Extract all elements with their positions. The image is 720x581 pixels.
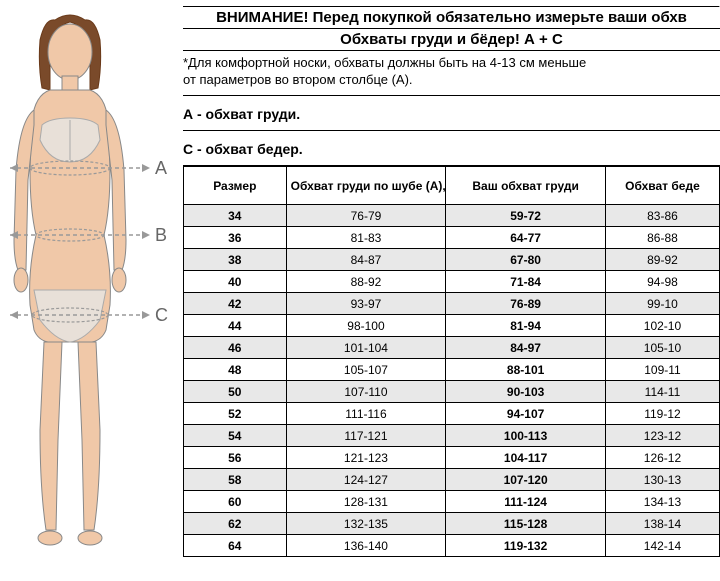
col-your-header: Ваш обхват груди xyxy=(446,167,606,205)
table-cell: 52 xyxy=(184,403,287,425)
table-cell: 115-128 xyxy=(446,513,606,535)
table-cell: 123-12 xyxy=(605,425,719,447)
measure-letter-b: B xyxy=(155,225,167,246)
table-header-row: Размер Обхват груди по шубе (А), см Ваш … xyxy=(184,167,720,205)
table-cell: 71-84 xyxy=(446,271,606,293)
content-column: ВНИМАНИЕ! Перед покупкой обязательно изм… xyxy=(175,0,720,581)
table-cell: 117-121 xyxy=(286,425,446,447)
heading-line-2: Обхваты груди и бёдер! А + С xyxy=(183,29,720,51)
table-cell: 34 xyxy=(184,205,287,227)
table-cell: 130-13 xyxy=(605,469,719,491)
table-cell: 94-107 xyxy=(446,403,606,425)
table-row: 46101-10484-97105-10 xyxy=(184,337,720,359)
table-row: 4088-9271-8494-98 xyxy=(184,271,720,293)
table-cell: 111-124 xyxy=(446,491,606,513)
table-cell: 64 xyxy=(184,535,287,557)
table-cell: 99-10 xyxy=(605,293,719,315)
table-cell: 58 xyxy=(184,469,287,491)
col-c-header: Обхват беде xyxy=(605,167,719,205)
note-line-2: от параметров во втором столбце (А). xyxy=(183,72,720,96)
table-cell: 46 xyxy=(184,337,287,359)
size-table: Размер Обхват груди по шубе (А), см Ваш … xyxy=(183,166,720,557)
measure-letter-c: C xyxy=(155,305,168,326)
table-cell: 102-10 xyxy=(605,315,719,337)
table-cell: 136-140 xyxy=(286,535,446,557)
table-cell: 105-107 xyxy=(286,359,446,381)
table-cell: 54 xyxy=(184,425,287,447)
table-cell: 40 xyxy=(184,271,287,293)
section-c-label: С - обхват бедер. xyxy=(183,131,720,166)
table-cell: 109-11 xyxy=(605,359,719,381)
table-row: 50107-11090-103114-11 xyxy=(184,381,720,403)
table-cell: 134-13 xyxy=(605,491,719,513)
table-row: 4498-10081-94102-10 xyxy=(184,315,720,337)
table-cell: 100-113 xyxy=(446,425,606,447)
table-row: 60128-131111-124134-13 xyxy=(184,491,720,513)
table-cell: 44 xyxy=(184,315,287,337)
table-cell: 59-72 xyxy=(446,205,606,227)
table-row: 48105-10788-101109-11 xyxy=(184,359,720,381)
table-cell: 84-97 xyxy=(446,337,606,359)
table-cell: 98-100 xyxy=(286,315,446,337)
table-cell: 105-10 xyxy=(605,337,719,359)
table-cell: 119-12 xyxy=(605,403,719,425)
table-cell: 64-77 xyxy=(446,227,606,249)
heading-line-1: ВНИМАНИЕ! Перед покупкой обязательно изм… xyxy=(183,6,720,29)
body-figure xyxy=(0,10,175,570)
table-row: 58124-127107-120130-13 xyxy=(184,469,720,491)
table-row: 3681-8364-7786-88 xyxy=(184,227,720,249)
table-cell: 81-94 xyxy=(446,315,606,337)
table-cell: 48 xyxy=(184,359,287,381)
table-cell: 88-101 xyxy=(446,359,606,381)
col-size-header: Размер xyxy=(184,167,287,205)
table-cell: 56 xyxy=(184,447,287,469)
table-cell: 38 xyxy=(184,249,287,271)
table-row: 3884-8767-8089-92 xyxy=(184,249,720,271)
measure-letter-a: A xyxy=(155,158,167,179)
table-cell: 50 xyxy=(184,381,287,403)
table-row: 56121-123104-117126-12 xyxy=(184,447,720,469)
table-cell: 119-132 xyxy=(446,535,606,557)
table-cell: 42 xyxy=(184,293,287,315)
note-line-1: *Для комфортной носки, обхваты должны бы… xyxy=(183,51,720,72)
table-cell: 107-120 xyxy=(446,469,606,491)
table-cell: 36 xyxy=(184,227,287,249)
table-cell: 83-86 xyxy=(605,205,719,227)
table-cell: 76-89 xyxy=(446,293,606,315)
table-cell: 60 xyxy=(184,491,287,513)
table-cell: 114-11 xyxy=(605,381,719,403)
table-cell: 94-98 xyxy=(605,271,719,293)
table-cell: 89-92 xyxy=(605,249,719,271)
table-cell: 104-117 xyxy=(446,447,606,469)
col-a-header: Обхват груди по шубе (А), см xyxy=(286,167,446,205)
table-cell: 67-80 xyxy=(446,249,606,271)
table-cell: 124-127 xyxy=(286,469,446,491)
table-cell: 121-123 xyxy=(286,447,446,469)
table-cell: 126-12 xyxy=(605,447,719,469)
table-cell: 81-83 xyxy=(286,227,446,249)
table-cell: 132-135 xyxy=(286,513,446,535)
table-cell: 88-92 xyxy=(286,271,446,293)
table-cell: 84-87 xyxy=(286,249,446,271)
section-a-label: А - обхват груди. xyxy=(183,96,720,131)
table-cell: 142-14 xyxy=(605,535,719,557)
table-cell: 107-110 xyxy=(286,381,446,403)
table-cell: 101-104 xyxy=(286,337,446,359)
table-row: 4293-9776-8999-10 xyxy=(184,293,720,315)
table-cell: 86-88 xyxy=(605,227,719,249)
table-row: 3476-7959-7283-86 xyxy=(184,205,720,227)
table-row: 62132-135115-128138-14 xyxy=(184,513,720,535)
size-chart-page: A B C ВНИМАНИЕ! Перед покупкой обязатель… xyxy=(0,0,720,581)
table-row: 54117-121100-113123-12 xyxy=(184,425,720,447)
table-cell: 138-14 xyxy=(605,513,719,535)
table-cell: 128-131 xyxy=(286,491,446,513)
table-cell: 90-103 xyxy=(446,381,606,403)
table-cell: 76-79 xyxy=(286,205,446,227)
table-row: 64136-140119-132142-14 xyxy=(184,535,720,557)
table-cell: 111-116 xyxy=(286,403,446,425)
table-cell: 62 xyxy=(184,513,287,535)
table-cell: 93-97 xyxy=(286,293,446,315)
figure-column: A B C xyxy=(0,0,175,581)
table-row: 52111-11694-107119-12 xyxy=(184,403,720,425)
